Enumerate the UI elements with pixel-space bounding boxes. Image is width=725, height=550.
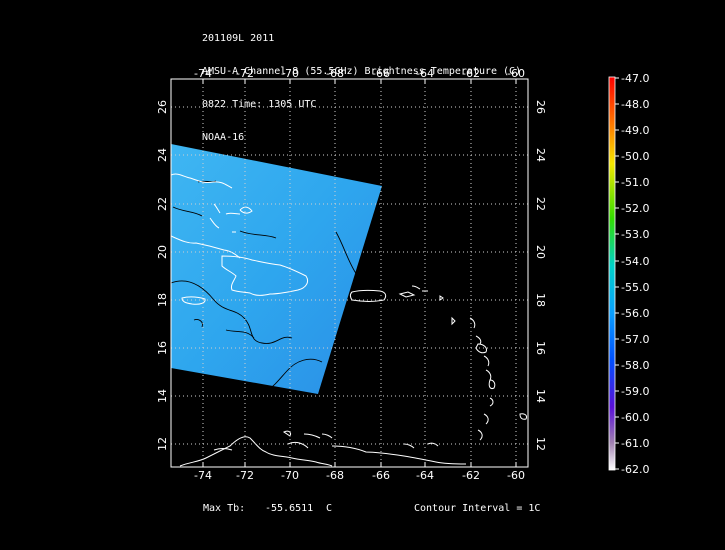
colorbar-label: -58.0 — [621, 359, 649, 372]
lon-label-top: -66 — [372, 67, 390, 80]
colorbar-label: -50.0 — [621, 150, 649, 163]
colorbar-label: -52.0 — [621, 202, 649, 215]
lon-label-bottom: -64 — [416, 469, 434, 482]
lat-label-right: 18 — [534, 293, 547, 307]
colorbar-label: -57.0 — [621, 333, 649, 346]
lat-label-right: 14 — [534, 389, 547, 403]
lat-label-left: 24 — [156, 148, 169, 162]
axis-tick-marks — [202, 79, 517, 467]
lon-label-top: -62 — [462, 67, 480, 80]
coastlines — [171, 173, 527, 467]
title-block: 201109L 2011 AMSU-A Channel 8 (55.5GHz) … — [202, 11, 521, 154]
lon-label-bottom: -66 — [372, 469, 390, 482]
lat-label-right: 24 — [534, 148, 547, 162]
lon-label-top: -60 — [507, 67, 525, 80]
colorbar-label: -53.0 — [621, 228, 649, 241]
brightness-temperature-swath — [171, 144, 382, 394]
lat-label-right: 12 — [534, 437, 547, 451]
lon-label-top: -68 — [326, 67, 344, 80]
lat-label-left: 18 — [156, 293, 169, 307]
lon-label-top: -72 — [236, 67, 254, 80]
jamaica-coastline — [181, 296, 206, 305]
contour-lines — [171, 180, 377, 391]
lon-label-bottom: -72 — [236, 469, 254, 482]
colorbar-label: -48.0 — [621, 98, 649, 111]
lon-label-top: -70 — [281, 67, 299, 80]
colorbar-label: -61.0 — [621, 437, 649, 450]
max-tb-unit: C — [326, 503, 333, 514]
lat-lon-grid — [171, 79, 528, 467]
lat-label-right: 16 — [534, 341, 547, 355]
south-america-coastline — [179, 436, 333, 467]
max-tb-value: -55.6511 — [265, 503, 314, 514]
hispaniola-coastline — [221, 255, 309, 296]
max-tb-label: Max Tb: — [203, 503, 246, 514]
contour-interval: Contour Interval = 1C — [414, 503, 541, 514]
colorbar-label: -55.0 — [621, 281, 649, 294]
lon-label-top: -64 — [416, 67, 434, 80]
colorbar-label: -47.0 — [621, 72, 649, 85]
colorbar-label: -49.0 — [621, 124, 649, 137]
lat-label-right: 22 — [534, 197, 547, 211]
lon-label-top: -74 — [194, 67, 212, 80]
colorbar-label: -56.0 — [621, 307, 649, 320]
lon-label-bottom: -68 — [326, 469, 344, 482]
colorbar-ticks — [615, 77, 619, 470]
lat-label-right: 26 — [534, 100, 547, 114]
title-line-time: 0822 Time: 1305 UTC — [202, 99, 317, 110]
cuba-coastline — [171, 173, 233, 189]
lat-label-left: 12 — [156, 437, 169, 451]
lat-label-left: 26 — [156, 100, 169, 114]
colorbar-label: -62.0 — [621, 463, 649, 476]
title-line-satellite: NOAA-16 — [202, 132, 245, 143]
colorbar-label: -60.0 — [621, 411, 649, 424]
lat-label-left: 14 — [156, 389, 169, 403]
colorbar-label: -54.0 — [621, 255, 649, 268]
title-line-channel: AMSU-A Channel 8 (55.5GHz) Brightness Te… — [202, 66, 522, 77]
colorbar-label: -51.0 — [621, 176, 649, 189]
lon-label-bottom: -60 — [507, 469, 525, 482]
map-frame — [170, 78, 529, 468]
lat-label-left: 20 — [156, 245, 169, 259]
lon-label-bottom: -62 — [462, 469, 480, 482]
colorbar — [608, 76, 616, 471]
lat-label-left: 22 — [156, 197, 169, 211]
lat-label-left: 16 — [156, 341, 169, 355]
lat-label-right: 20 — [534, 245, 547, 259]
lon-label-bottom: -70 — [281, 469, 299, 482]
lon-label-bottom: -74 — [194, 469, 212, 482]
title-line-storm: 201109L 2011 — [202, 33, 275, 44]
colorbar-label: -59.0 — [621, 385, 649, 398]
